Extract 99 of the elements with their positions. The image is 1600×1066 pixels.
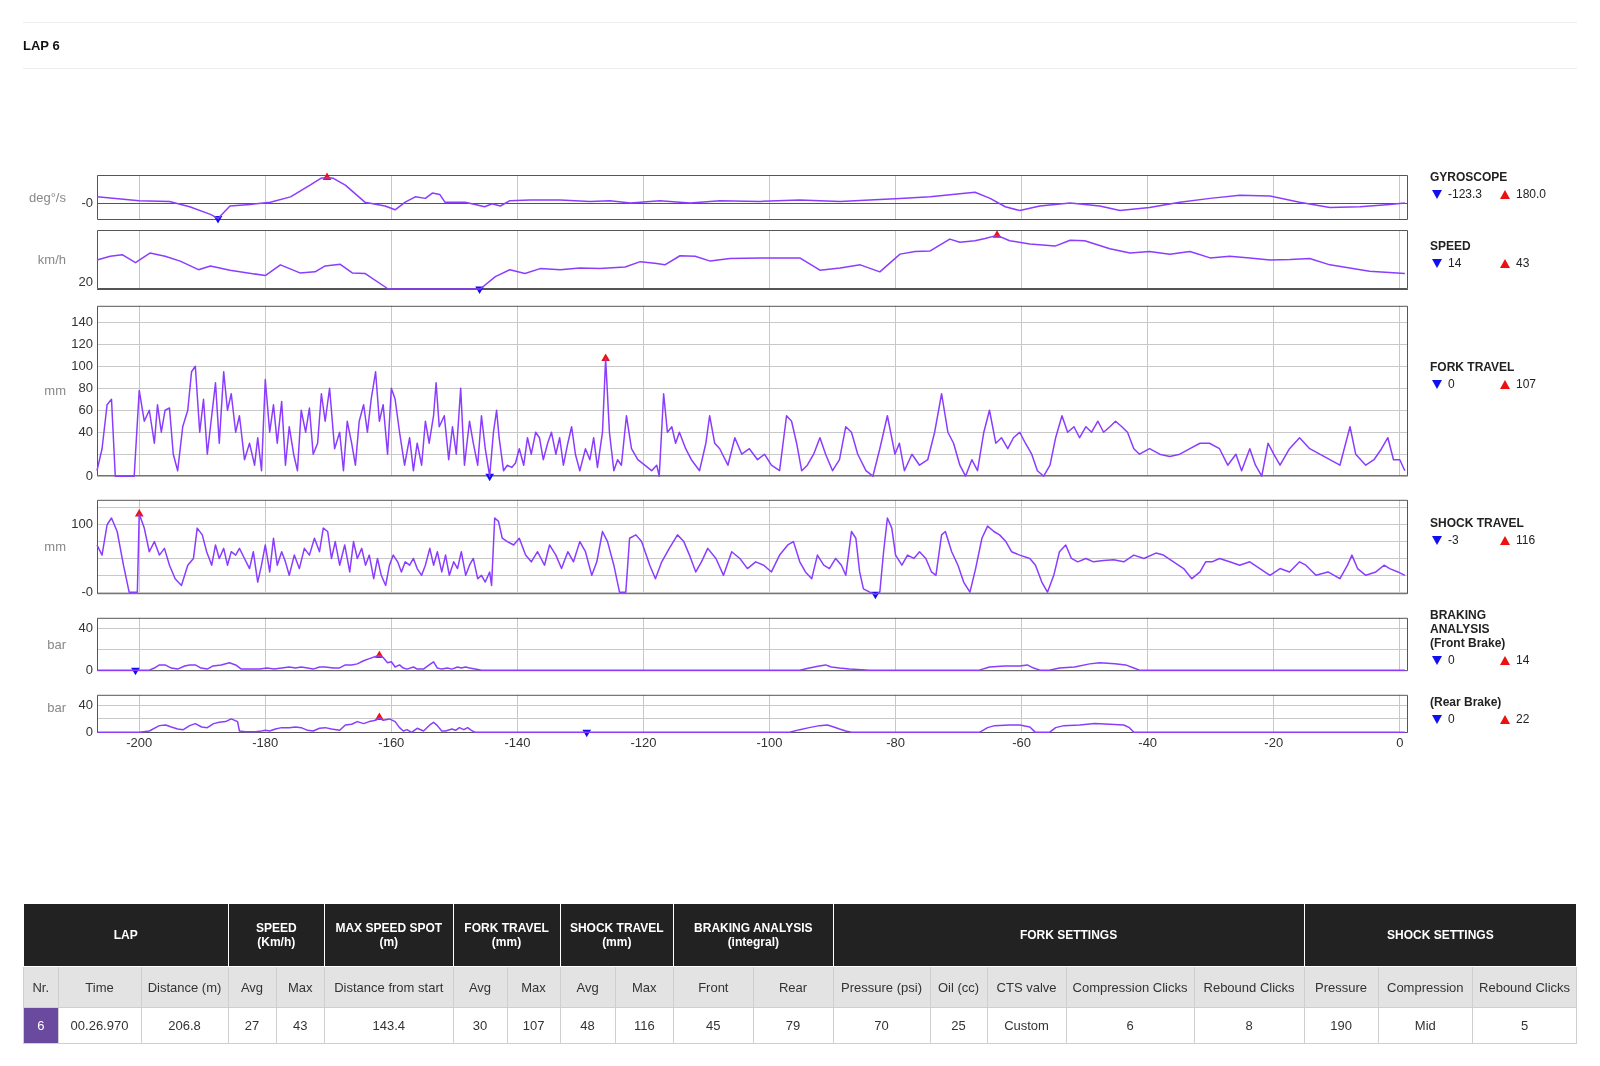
legend-label: 14 — [1516, 653, 1530, 667]
x-tick-label: -80 — [886, 735, 905, 751]
text: SPEED (Km/h) — [228, 903, 325, 967]
y-tick-label: 100 — [71, 357, 93, 373]
chart-title: LAP 6 — [23, 22, 1577, 69]
legend-label: 0 — [1448, 712, 1455, 726]
y-tick-label: 80 — [78, 379, 93, 395]
text: Avg — [453, 966, 508, 1008]
text: 25 — [930, 1007, 988, 1044]
text: Distance (m) — [141, 966, 229, 1008]
y-axis-title: bar — [46, 700, 66, 715]
x-tick-label: -180 — [252, 735, 279, 751]
y-axis-title: mm — [43, 383, 66, 398]
text: 6 — [1066, 1007, 1195, 1044]
text: CTS valve — [987, 966, 1067, 1008]
text: Custom — [987, 1007, 1067, 1044]
legend-title: (Rear Brake) — [1430, 695, 1503, 709]
y-axis-title: km/h — [36, 251, 66, 267]
text: Max — [507, 966, 561, 1008]
legend-label: 107 — [1516, 377, 1537, 391]
text: 6 — [23, 1007, 58, 1044]
text: Max — [615, 966, 674, 1008]
text: Nr. — [23, 966, 58, 1008]
text: 206.8 — [141, 1007, 229, 1044]
y-axis-title: mm — [43, 539, 66, 554]
legend-label: 0 — [1448, 653, 1455, 667]
x-tick-label: -160 — [378, 735, 405, 751]
x-tick-label: -120 — [630, 735, 657, 751]
legend-title: FORK TRAVEL — [1430, 360, 1516, 374]
text: Max — [276, 966, 325, 1008]
text: BRAKING ANALYSIS — [1430, 608, 1491, 636]
text: Oil (cc) — [930, 966, 988, 1008]
legend-label: 180.0 — [1516, 187, 1547, 201]
legend-title: GYROSCOPE — [1430, 170, 1509, 184]
x-tick-label: 0 — [1396, 735, 1404, 751]
y-tick-label: 40 — [78, 423, 93, 439]
text: 20 — [78, 273, 93, 289]
text: 5 — [1472, 1007, 1577, 1044]
text: Front — [673, 966, 754, 1008]
y-tick-label: 0 — [85, 723, 93, 739]
text: 00.26.970 — [58, 1007, 141, 1044]
text: Distance from start — [324, 966, 454, 1008]
text: BRAKING ANALYSIS (integral) — [673, 903, 834, 967]
text: Avg — [228, 966, 277, 1008]
text: 45 — [673, 1007, 754, 1044]
y-tick-label: 140 — [71, 313, 93, 329]
x-tick-label: -20 — [1264, 735, 1284, 751]
x-tick-label: -60 — [1012, 735, 1032, 751]
text: Rebound Clicks — [1472, 966, 1577, 1008]
text: SHOCK TRAVEL (mm) — [560, 903, 674, 967]
legend-label: 14 — [1448, 256, 1462, 270]
x-tick-label: -100 — [756, 735, 783, 751]
text: LAP — [23, 903, 229, 967]
legend-label: 22 — [1516, 712, 1530, 726]
text: Compression — [1378, 966, 1473, 1008]
text: Pressure — [1304, 966, 1379, 1008]
y-tick-label: 0 — [85, 467, 93, 483]
legend-title: SHOCK TRAVEL — [1430, 516, 1525, 530]
y-tick-label: 40 — [78, 697, 93, 713]
legend-label: -3 — [1448, 533, 1459, 547]
y-tick-label: -0 — [81, 583, 93, 599]
x-tick-label: -140 — [504, 735, 531, 751]
text: Compression Clicks — [1066, 966, 1195, 1008]
text: 30 — [453, 1007, 508, 1044]
legend-label: -123.3 — [1448, 187, 1483, 201]
text: MAX SPEED SPOT (m) — [324, 903, 454, 967]
text: 48 — [560, 1007, 616, 1044]
text: 70 — [833, 1007, 931, 1044]
text: 27 — [228, 1007, 277, 1044]
y-tick-label: 40 — [78, 619, 93, 635]
y-axis-title: bar — [46, 636, 66, 652]
legend-title: (Front Brake) — [1430, 636, 1507, 650]
text: Rebound Clicks — [1194, 966, 1305, 1008]
y-axis-title: deg°/s — [28, 189, 66, 205]
text: Time — [58, 966, 141, 1008]
text: 116 — [615, 1007, 674, 1044]
y-tick-label: 0 — [85, 661, 93, 677]
text: FORK SETTINGS — [833, 903, 1305, 967]
y-tick-label: 120 — [71, 335, 93, 351]
text: 190 — [1304, 1007, 1379, 1044]
text: 79 — [753, 1007, 834, 1044]
text: Mid — [1378, 1007, 1473, 1044]
legend-label: 43 — [1516, 256, 1530, 270]
text: SHOCK SETTINGS — [1304, 903, 1577, 967]
x-tick-label: -200 — [126, 735, 153, 751]
legend-title: SPEED — [1430, 239, 1472, 253]
legend-label: 0 — [1448, 377, 1455, 391]
y-tick-label: 60 — [78, 401, 93, 417]
text: 143.4 — [324, 1007, 454, 1044]
x-tick-label: -40 — [1138, 735, 1158, 751]
text: Pressure (psi) — [833, 966, 931, 1008]
text: 43 — [276, 1007, 325, 1044]
text: Avg — [560, 966, 616, 1008]
text: Rear — [753, 966, 834, 1008]
text: 8 — [1194, 1007, 1305, 1044]
y-tick-label: 100 — [71, 516, 93, 532]
text: FORK TRAVEL (mm) — [453, 903, 561, 967]
legend-label: 116 — [1516, 533, 1536, 547]
text: 107 — [507, 1007, 561, 1044]
